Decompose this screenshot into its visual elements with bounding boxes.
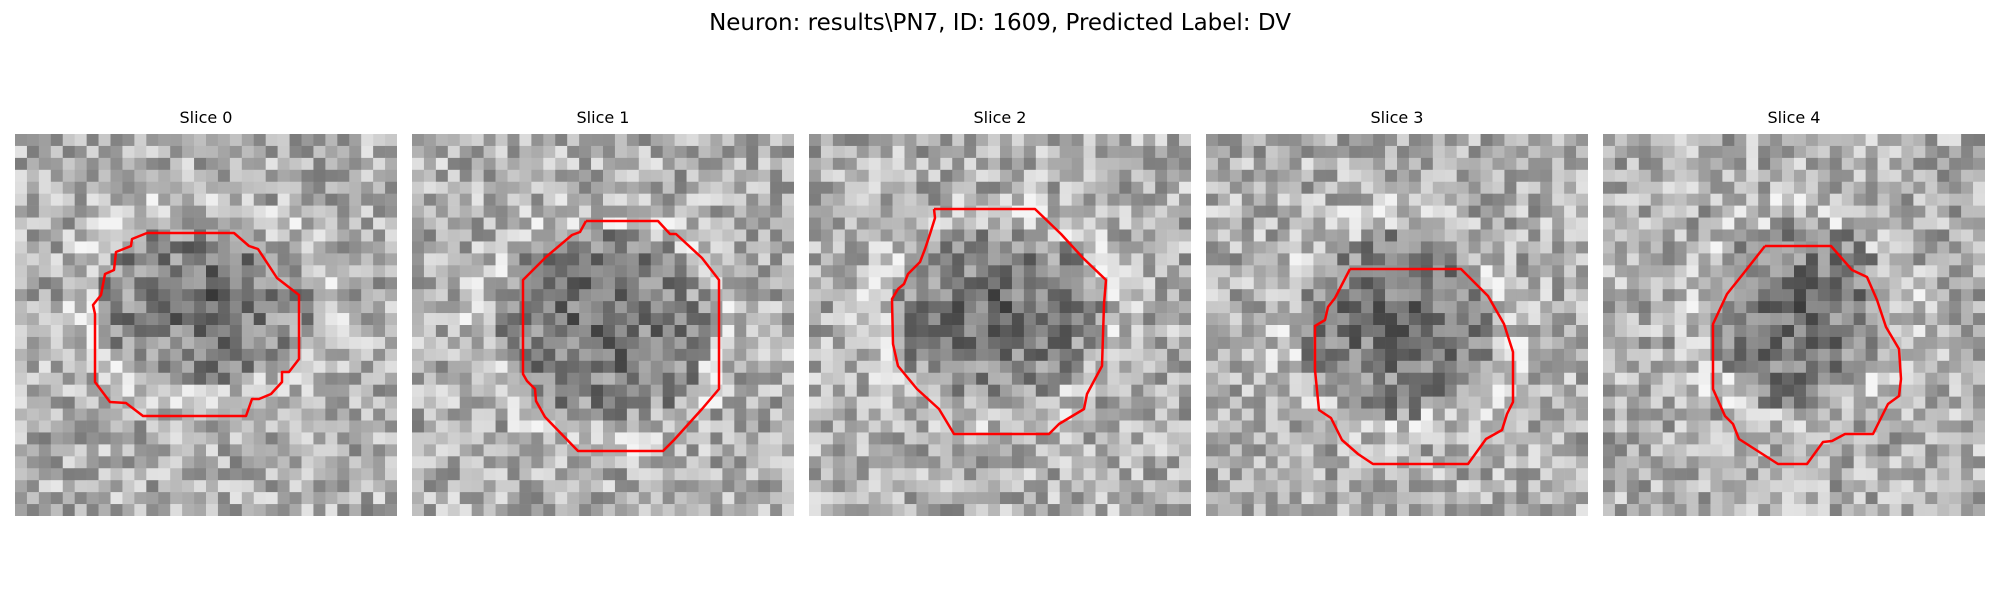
slice-image: [412, 134, 794, 516]
slice-image: [1206, 134, 1588, 516]
slice-title: Slice 3: [1370, 108, 1424, 127]
slice-title: Slice 4: [1767, 108, 1821, 127]
pixel-grid: [1603, 134, 1985, 516]
slice-title: Slice 2: [973, 108, 1027, 127]
slice-title: Slice 0: [179, 108, 233, 127]
pixel-grid: [412, 134, 794, 516]
segmentation-contour: [91, 231, 301, 418]
slice-image: [1603, 134, 1985, 516]
pixel-grid: [1206, 134, 1588, 516]
pixel-grid: [15, 134, 397, 516]
segmentation-contour: [1711, 244, 1903, 466]
figure-title: Neuron: results\PN7, ID: 1609, Predicted…: [709, 10, 1291, 36]
slice-image: [809, 134, 1191, 516]
segmentation-contour: [521, 219, 721, 453]
segmentation-contour: [890, 207, 1108, 436]
pixel-grid: [809, 134, 1191, 516]
segmentation-contour: [1313, 267, 1515, 466]
slice-title: Slice 1: [576, 108, 630, 127]
slice-image: [15, 134, 397, 516]
